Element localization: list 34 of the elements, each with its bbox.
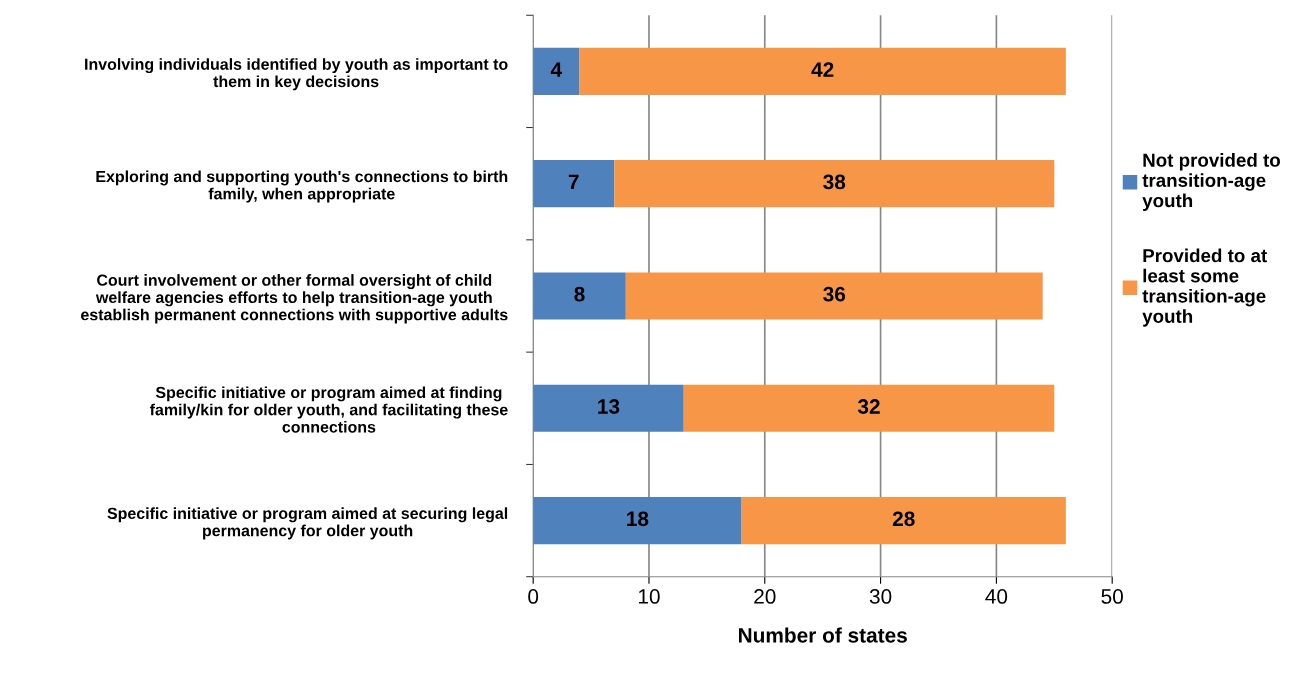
y-tick-label: Specific initiative or program aimed at finding family/kin for older youth, and facilitating these connections <box>149 386 508 433</box>
data-label: 4 <box>550 62 563 77</box>
bar <box>533 384 684 432</box>
legend-label: Not provided to transition-age youth <box>1142 153 1280 211</box>
data-label: 36 <box>823 286 846 302</box>
x-tick-label: 30 <box>869 589 892 604</box>
x-tick-label: 10 <box>638 589 660 604</box>
data-label: 28 <box>892 511 915 527</box>
x-tick-label: 0 <box>528 589 539 604</box>
y-tick-label: Specific initiative or program aimed at securing legal permanency for older youth <box>107 507 508 540</box>
data-label: 18 <box>627 511 649 527</box>
bar <box>579 47 1066 95</box>
bar <box>533 496 742 545</box>
x-tick-label: 50 <box>1101 589 1123 604</box>
x-tick-label: 40 <box>985 589 1008 604</box>
bar <box>683 384 1055 432</box>
x-axis-title: Number of states <box>738 627 907 643</box>
bar <box>533 47 580 95</box>
data-label: 38 <box>823 174 846 190</box>
bar <box>533 160 615 208</box>
y-tick-label: Court involvement or other formal oversight of child welfare agencies efforts to help transition-age youth establish permanent connections with supportive adults <box>81 274 508 324</box>
bar <box>614 160 1055 208</box>
y-tick-label: Exploring and supporting youth's connections to birth family, when appropriate <box>96 170 508 203</box>
bar <box>625 272 1043 320</box>
data-label: 13 <box>598 399 620 414</box>
legend-label: Provided to at least some transition-age youth <box>1142 248 1267 327</box>
data-label: 32 <box>857 399 880 414</box>
data-label: 7 <box>568 174 579 190</box>
y-tick-label: Involving individuals identified by youth as important to them in key decisions <box>85 58 508 91</box>
data-label: 8 <box>574 286 585 302</box>
data-label: 42 <box>811 62 834 77</box>
bar <box>533 272 626 320</box>
bar <box>741 496 1066 545</box>
x-tick-label: 20 <box>754 589 776 604</box>
